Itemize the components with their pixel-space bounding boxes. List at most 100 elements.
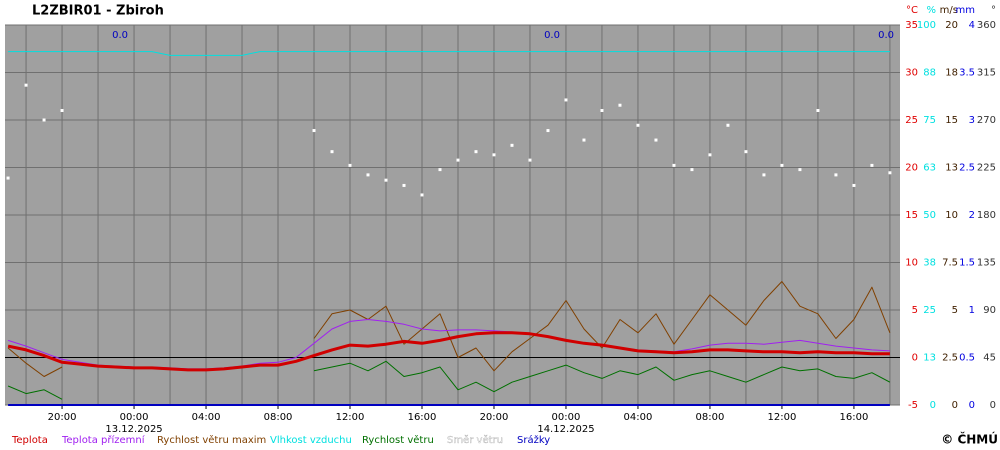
direction-dot <box>600 109 604 112</box>
x-tick-label: 08:00 <box>696 412 725 423</box>
direction-dot <box>654 138 658 142</box>
y-tick-label: 20 <box>945 20 958 31</box>
direction-dot <box>456 158 460 162</box>
direction-dot <box>348 163 352 167</box>
y-tick-label: 75 <box>923 115 936 126</box>
x-tick-label: 08:00 <box>264 412 293 423</box>
y-tick-label: 100 <box>917 20 936 31</box>
direction-dot <box>690 168 694 172</box>
y-tick-label: 13 <box>923 353 936 364</box>
x-tick-label: 04:00 <box>624 412 653 423</box>
y-tick-label: 225 <box>977 163 996 174</box>
legend-entry: Směr větru <box>447 434 503 446</box>
y-tick-label: 38 <box>923 258 936 269</box>
y-tick-label: 270 <box>977 115 996 126</box>
y-tick-label: 0.5 <box>959 353 975 364</box>
direction-dot <box>582 138 586 142</box>
y-tick-label: 50 <box>923 210 936 221</box>
y-tick-label: 315 <box>977 68 996 79</box>
x-tick-label: 12:00 <box>768 412 797 423</box>
y-tick-label: 30 <box>905 68 918 79</box>
legend-entry: Vlhkost vzduchu <box>270 435 352 446</box>
y-tick-label: 0 <box>952 400 958 411</box>
series-line <box>8 51 890 56</box>
axis-unit: % <box>926 5 936 16</box>
y-tick-label: -5 <box>908 400 918 411</box>
direction-dot <box>312 129 316 133</box>
direction-dot <box>744 150 748 154</box>
direction-dot <box>672 163 676 167</box>
direction-dot <box>546 129 550 133</box>
y-tick-label: 88 <box>923 68 936 79</box>
direction-dot <box>366 173 370 177</box>
y-tick-label: 45 <box>983 353 996 364</box>
y-tick-label: 25 <box>905 115 918 126</box>
direction-dot <box>6 176 10 180</box>
x-tick-label: 04:00 <box>192 412 221 423</box>
y-tick-label: 90 <box>983 305 996 316</box>
y-tick-label: 2.5 <box>942 353 958 364</box>
direction-dot <box>492 153 496 157</box>
direction-dot <box>780 163 784 167</box>
x-tick-label: 20:00 <box>48 412 77 423</box>
precip-total: 0.0 <box>112 30 128 41</box>
copyright: © ČHMÚ <box>941 432 998 447</box>
y-tick-label: 360 <box>977 20 996 31</box>
direction-dot <box>726 123 730 127</box>
axis-unit: °C <box>906 5 918 16</box>
direction-dot <box>708 153 712 157</box>
x-tick-label: 16:00 <box>840 412 869 423</box>
y-tick-label: 5 <box>912 305 918 316</box>
y-tick-label: 1 <box>969 305 975 316</box>
direction-dot <box>420 193 424 197</box>
direction-dot <box>798 168 802 172</box>
direction-dot <box>60 109 64 112</box>
date-label: 13.12.2025 <box>105 424 162 435</box>
y-tick-label: 7.5 <box>942 258 958 269</box>
direction-dot <box>402 183 406 187</box>
legend-entry: Rychlost větru maxim <box>157 434 266 446</box>
y-tick-label: 0 <box>990 400 996 411</box>
chart-title: L2ZBIR01 - Zbiroh <box>32 4 164 19</box>
direction-dot <box>474 150 478 154</box>
direction-dot <box>384 178 388 182</box>
series-line <box>7 385 63 400</box>
direction-dot <box>24 83 28 87</box>
y-tick-label: 4 <box>969 20 975 31</box>
direction-dot <box>852 183 856 187</box>
legend-entry: Srážky <box>517 434 550 446</box>
axis-unit: ° <box>991 5 996 16</box>
y-tick-label: 18 <box>945 68 958 79</box>
y-tick-label: 5 <box>952 305 958 316</box>
y-tick-label: 10 <box>945 210 958 221</box>
series-line <box>7 347 63 377</box>
series-line <box>7 331 890 372</box>
direction-dot <box>816 109 820 112</box>
date-label: 14.12.2025 <box>537 424 594 435</box>
y-tick-label: 15 <box>945 115 958 126</box>
y-tick-label: 35 <box>905 20 918 31</box>
axis-unit: m/s <box>940 5 958 16</box>
y-tick-label: 3 <box>969 115 975 126</box>
y-tick-label: 15 <box>905 210 918 221</box>
y-tick-label: 1.5 <box>959 258 975 269</box>
legend-entry: Teplota <box>11 435 48 446</box>
direction-dot <box>870 163 874 167</box>
direction-dot <box>834 173 838 177</box>
y-tick-label: 180 <box>977 210 996 221</box>
y-tick-label: 2.5 <box>959 163 975 174</box>
y-tick-label: 2 <box>969 210 975 221</box>
precip-total: 0.0 <box>544 30 560 41</box>
x-tick-label: 20:00 <box>480 412 509 423</box>
y-tick-label: 10 <box>905 258 918 269</box>
direction-dot <box>564 98 568 102</box>
x-tick-label: 00:00 <box>552 412 581 423</box>
direction-dot <box>636 123 640 127</box>
y-tick-label: 63 <box>923 163 936 174</box>
y-tick-label: 0 <box>969 400 975 411</box>
x-tick-label: 00:00 <box>120 412 149 423</box>
y-tick-label: 0 <box>930 400 936 411</box>
y-tick-label: 13 <box>945 163 958 174</box>
series-line <box>313 360 891 393</box>
